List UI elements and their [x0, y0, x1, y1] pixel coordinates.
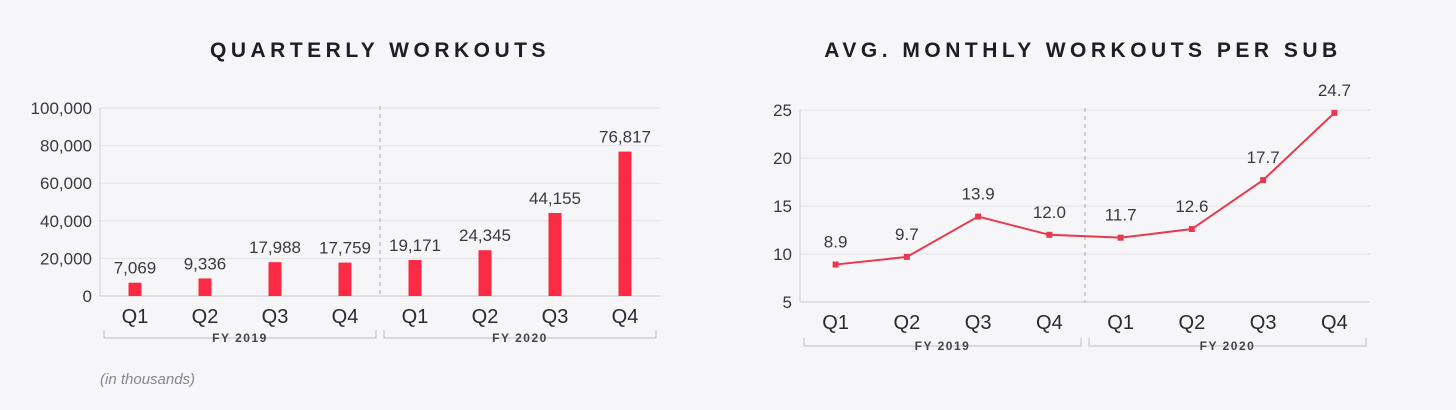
data-point [1260, 177, 1267, 184]
x-tick-label: Q4 [1036, 312, 1063, 334]
data-label: 17,759 [319, 239, 371, 258]
x-tick-label: Q1 [122, 306, 149, 328]
data-label: 13.9 [962, 185, 995, 204]
data-label: 12.0 [1033, 203, 1066, 222]
y-tick-label: 100,000 [31, 99, 92, 118]
x-tick-label: Q1 [822, 312, 849, 334]
y-tick-label: 25 [773, 101, 792, 120]
fiscal-year-bracket [1088, 338, 1367, 347]
fiscal-year-label: FY 2019 [915, 339, 971, 353]
data-point [1046, 231, 1053, 238]
data-point [903, 253, 910, 260]
data-point [1117, 234, 1124, 241]
bar [268, 262, 282, 296]
x-tick-label: Q3 [542, 306, 569, 328]
data-label: 17.7 [1247, 148, 1280, 167]
x-tick-label: Q4 [612, 306, 639, 328]
x-tick-label: Q4 [332, 306, 359, 328]
y-tick-label: 10 [773, 245, 792, 264]
x-tick-label: Q3 [262, 306, 289, 328]
fiscal-year-bracket [383, 330, 657, 339]
series-line [835, 112, 1336, 266]
data-label: 9,336 [184, 254, 227, 273]
x-tick-label: Q3 [1250, 312, 1277, 334]
data-point [975, 213, 982, 220]
bar [198, 278, 212, 296]
bar [618, 151, 632, 296]
x-tick-label: Q2 [472, 306, 499, 328]
y-tick-label: 20,000 [40, 249, 92, 268]
fiscal-year-bracket [103, 330, 377, 339]
fiscal-year-label: FY 2019 [212, 331, 268, 345]
data-label: 12.6 [1175, 197, 1208, 216]
data-label: 9.7 [895, 225, 919, 244]
y-tick-label: 5 [783, 293, 792, 312]
data-label: 7,069 [114, 259, 157, 278]
data-label: 19,171 [389, 236, 441, 255]
bar [408, 259, 422, 296]
chart-title: QUARTERLY WORKOUTS [210, 39, 550, 62]
data-label: 17,988 [249, 238, 301, 257]
data-label: 24,345 [459, 226, 511, 245]
data-label: 76,817 [599, 128, 651, 147]
x-tick-label: Q2 [1179, 312, 1206, 334]
x-tick-label: Q1 [402, 306, 429, 328]
units-note: (in thousands) [100, 371, 195, 388]
data-label: 44,155 [529, 189, 581, 208]
data-label: 11.7 [1105, 206, 1137, 225]
fiscal-year-label: FY 2020 [1200, 339, 1256, 353]
y-tick-label: 0 [83, 287, 92, 306]
data-label: 8.9 [824, 233, 848, 252]
data-point [832, 261, 839, 268]
y-tick-label: 20 [773, 149, 792, 168]
x-tick-label: Q3 [965, 312, 992, 334]
x-tick-label: Q2 [192, 306, 219, 328]
quarterly-workouts-chart: QUARTERLY WORKOUTS 0 20,000 40,000 60,000 80,… [31, 39, 660, 388]
avg-monthly-workouts-chart: AVG. MONTHLY WORKOUTS PER SUB 5 10 15 20 25 8.… [773, 39, 1370, 353]
data-label: 24.7 [1318, 81, 1351, 100]
bar [338, 262, 352, 296]
x-tick-label: Q4 [1321, 312, 1348, 334]
y-tick-label: 80,000 [40, 137, 92, 156]
fiscal-year-bracket [803, 338, 1082, 347]
data-point [1331, 109, 1338, 116]
bar [548, 212, 562, 296]
x-tick-label: Q1 [1107, 312, 1134, 334]
fiscal-year-label: FY 2020 [492, 331, 548, 345]
data-point [1188, 226, 1195, 233]
x-tick-label: Q2 [894, 312, 921, 334]
bar [478, 250, 492, 296]
y-tick-label: 15 [773, 197, 792, 216]
chart-title: AVG. MONTHLY WORKOUTS PER SUB [824, 39, 1341, 62]
y-tick-label: 40,000 [40, 212, 92, 231]
bar [128, 282, 142, 296]
y-tick-label: 60,000 [40, 174, 92, 193]
